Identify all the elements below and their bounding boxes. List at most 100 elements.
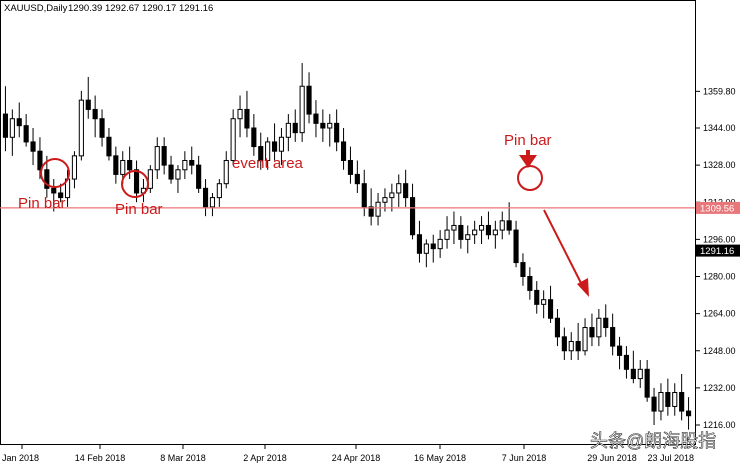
candle-body-bull: [582, 327, 588, 352]
candle: [37, 137, 43, 180]
candle-body-bear: [623, 354, 630, 370]
candle: [375, 192, 381, 226]
candle: [320, 109, 326, 142]
time-tick-label: 24 Apr 2018: [332, 453, 381, 463]
candle: [51, 179, 57, 212]
candle-body-bull: [389, 192, 395, 199]
candle: [23, 114, 29, 147]
candle: [389, 183, 395, 212]
candle: [285, 114, 291, 152]
candle-body-bear: [347, 159, 354, 175]
candle-body-bull: [71, 155, 78, 180]
candle-body-bull: [499, 220, 505, 231]
candle: [78, 90, 84, 161]
price-tick-label: 1328.00: [703, 160, 736, 170]
candle: [679, 373, 685, 421]
candle: [561, 327, 567, 361]
candle: [189, 146, 195, 175]
price-tick-label: 1359.80: [703, 86, 736, 96]
candle-body-bear: [506, 220, 512, 231]
price-tick-label: 1264.00: [703, 309, 736, 319]
time-tick-label: 8 Mar 2018: [160, 453, 206, 463]
candle: [623, 346, 630, 379]
candle: [92, 95, 98, 138]
candle-body-bull: [299, 85, 305, 134]
candle: [327, 114, 333, 147]
candle-body-bull: [492, 229, 498, 236]
candle: [313, 100, 319, 138]
candle: [216, 179, 222, 207]
current-price-tag-text: 1291.16: [700, 246, 734, 257]
candle: [396, 174, 402, 207]
time-tick-label: 23 Jul 2018: [647, 453, 694, 463]
candle: [16, 102, 22, 138]
candle-body-bull: [209, 197, 216, 208]
candle: [506, 202, 512, 235]
candle: [368, 188, 374, 226]
trend-down-arrow: [543, 209, 589, 297]
candle: [140, 179, 147, 203]
candle: [334, 109, 340, 152]
candle-body-bear: [113, 155, 119, 175]
candle: [637, 360, 643, 388]
candle: [430, 234, 436, 263]
candle-body-bull: [444, 229, 450, 240]
candle: [278, 128, 285, 166]
candle: [403, 169, 409, 207]
time-tick-label: 2 Apr 2018: [243, 453, 287, 463]
candle-body-bear: [251, 127, 257, 148]
candle: [644, 360, 650, 402]
price-axis-ticks: 1216.00 1232.00 1248.00 1264.00 1280.00 1296.…: [695, 86, 736, 430]
candle-body-bull: [154, 146, 160, 171]
candle-body-bear: [679, 392, 685, 412]
candle-body-bear: [458, 224, 464, 240]
candle-body-bear: [244, 108, 250, 129]
candle-body-bull: [182, 159, 188, 171]
candle: [182, 151, 188, 180]
candle: [168, 155, 174, 184]
price-tick-label: 1296.00: [703, 234, 736, 244]
candle-body-bear: [320, 122, 326, 129]
pin-bar-circle-1: [40, 158, 70, 188]
candle-body-bear: [58, 192, 64, 199]
candle-body-bull: [230, 118, 236, 161]
candle-body-bull: [637, 368, 643, 380]
candle: [651, 387, 657, 425]
candle-body-bear: [561, 336, 567, 352]
current-price-tag: 1291.16: [696, 244, 740, 257]
candle: [271, 123, 278, 161]
candle-body-bull: [237, 108, 243, 120]
candle-body-bear: [161, 146, 167, 166]
candle-body-bull: [423, 243, 429, 254]
candle: [71, 151, 78, 189]
candle-body-bull: [327, 122, 333, 129]
candle-body-bear: [258, 146, 264, 161]
candle-body-bear: [361, 183, 367, 208]
candle-body-bull: [278, 136, 285, 152]
candle-body-bear: [306, 85, 312, 115]
candle: [547, 285, 554, 323]
candle-body-bear: [575, 340, 581, 352]
candle: [658, 383, 664, 421]
candle: [147, 165, 153, 193]
plot-frame: [0, 0, 696, 445]
candle: [306, 72, 312, 124]
candle: [472, 220, 478, 245]
candle-body-bear: [99, 118, 105, 138]
candle-body-bear: [416, 234, 423, 254]
time-tick-label: 7 Jun 2018: [502, 453, 547, 463]
candle-body-bear: [133, 169, 140, 194]
candle: [237, 95, 243, 138]
time-tick-label: 29 Jun 2018: [587, 453, 637, 463]
candle-body-bull: [396, 183, 402, 194]
candle: [534, 281, 540, 314]
candle-body-bull: [465, 234, 471, 240]
candle: [154, 137, 160, 180]
candle: [347, 146, 354, 184]
candle-body-bear: [644, 368, 650, 398]
candle-body-bear: [85, 99, 91, 110]
candle-body-bull: [9, 118, 15, 138]
candle-body-bear: [44, 169, 50, 189]
candle: [582, 318, 588, 356]
